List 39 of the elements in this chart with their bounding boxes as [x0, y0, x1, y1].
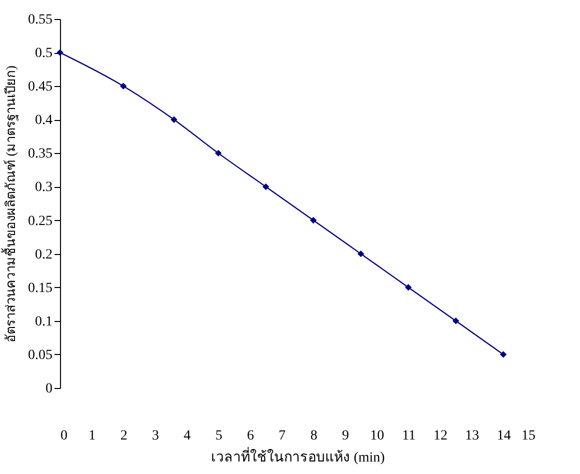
- y-tick-label: 0: [46, 382, 52, 396]
- x-tick-label: 11: [402, 428, 416, 444]
- x-tick-label: 3: [152, 428, 159, 444]
- point: [56, 49, 64, 56]
- point: [120, 82, 127, 90]
- x-tick-label: 9: [342, 428, 349, 444]
- y-tick-label: 0.4: [35, 113, 52, 128]
- point: [170, 116, 178, 123]
- x-tick-label: 0: [60, 428, 68, 444]
- point: [357, 250, 364, 258]
- x-tick-label: 10: [370, 428, 384, 444]
- y-tick-label: 0.5: [35, 46, 52, 62]
- y-tick-label: 0.3: [35, 180, 52, 196]
- x-tick-label: 4: [184, 428, 191, 444]
- x-tick-label: 6: [247, 428, 254, 444]
- x-tick-label: 5: [215, 428, 222, 444]
- y-axis-title: อัตราส่วนความชื้นของผลิตภัณฑ์ (มาตรฐานเปียก): [1, 66, 19, 342]
- y-tick-label: 0.55: [28, 12, 52, 28]
- point: [452, 318, 460, 324]
- y-tick-label: 0.25: [28, 214, 52, 229]
- y-tick-label: 0.2: [35, 247, 52, 262]
- y-tick-label: 0.05: [28, 348, 52, 363]
- x-tick-label: 14: [496, 428, 511, 444]
- y-tick-label: 0.15: [28, 280, 52, 296]
- y-tick-label: 0.1: [35, 314, 52, 330]
- point: [404, 284, 412, 291]
- point: [500, 351, 507, 358]
- point: [214, 150, 222, 157]
- x-tick-label: 13: [465, 428, 480, 444]
- x-tick-label: 1: [88, 428, 96, 444]
- x-tick-label: 2: [120, 428, 128, 444]
- x-tick-label: 8: [310, 428, 318, 444]
- point: [262, 183, 270, 190]
- y-tick-label: 0.35: [28, 146, 52, 162]
- x-tick-label: 7: [278, 428, 286, 444]
- x-tick-label: 12: [434, 428, 448, 444]
- point: [310, 216, 317, 224]
- x-tick-label: 15: [522, 428, 536, 444]
- y-tick-label: 0.45: [28, 80, 52, 95]
